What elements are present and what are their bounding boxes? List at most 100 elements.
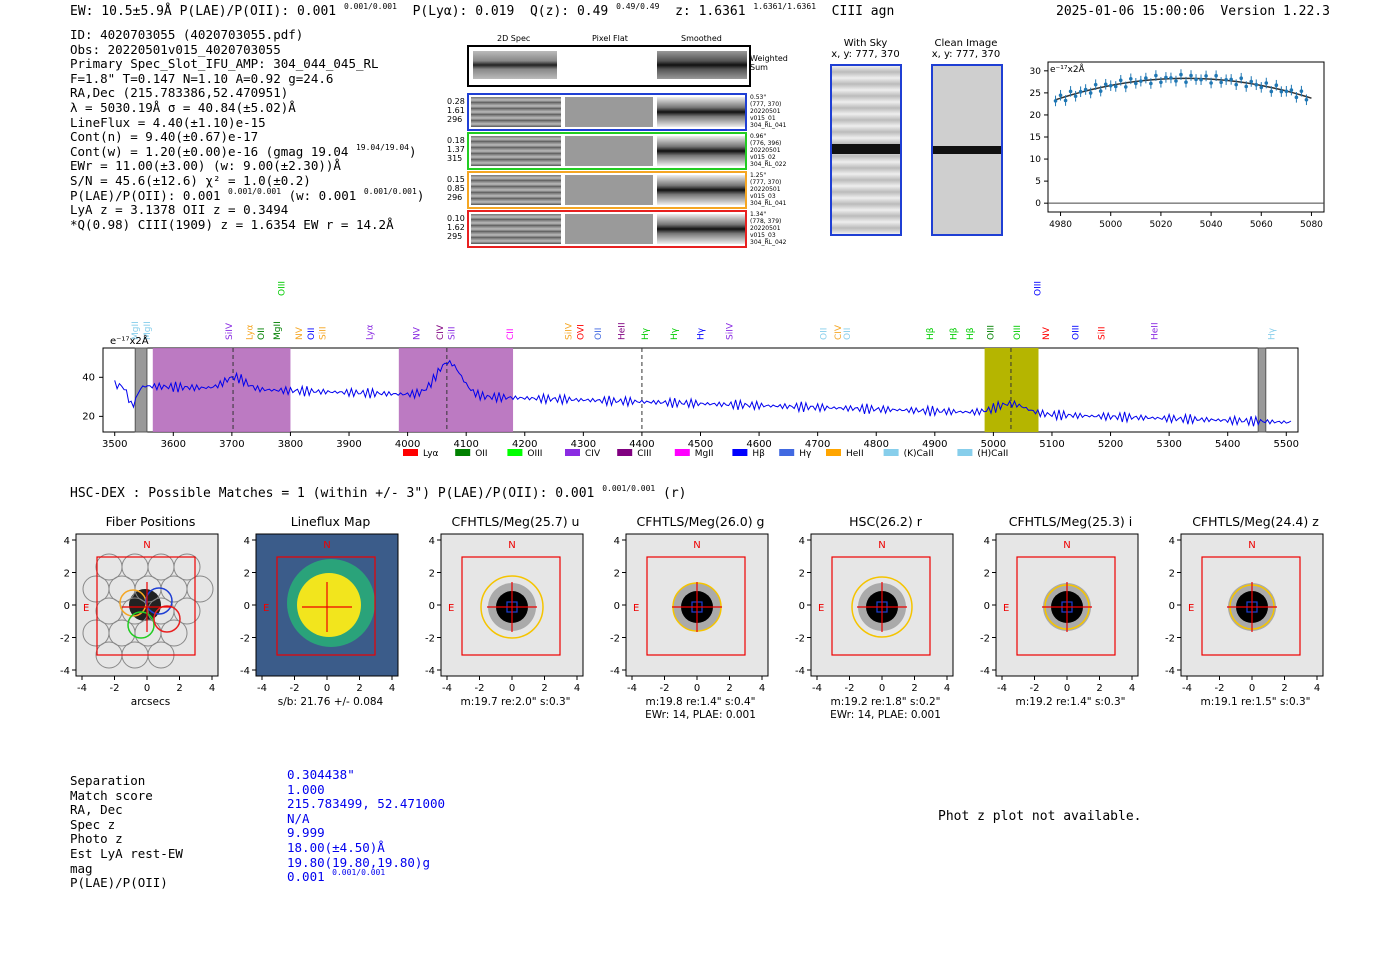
- legend-swatch: [617, 449, 633, 456]
- info-contw: Cont(w) = 1.20(±0.00)e-16 (gmag 19.04 19…: [70, 142, 417, 159]
- zoom-point: [1279, 89, 1284, 94]
- line-label: SiII: [1098, 326, 1108, 340]
- info-id: ID: 4020703055 (4020703055.pdf): [70, 27, 304, 42]
- zoom-point: [1214, 73, 1218, 78]
- cutout-image: N E -4 -4 -2 -2 0 0 2 2 4 4: [1165, 533, 1324, 694]
- zoom-point: [1224, 77, 1228, 82]
- cutout-y-tick-label: -4: [795, 666, 805, 677]
- cutout-y-tick-label: 2: [429, 569, 435, 580]
- spec2d-raw: [471, 175, 561, 205]
- summary-frac: 0.001/0.001: [343, 2, 397, 11]
- aperture-circle: [851, 576, 913, 638]
- info-obs: Obs: 20220501v015_4020703055: [70, 41, 281, 57]
- info-primary: Primary Spec_Slot_IFU_AMP: 304_044_045_R…: [70, 56, 379, 72]
- legend-label: OII: [475, 449, 487, 459]
- zoom-y-tick-label: 25: [1030, 89, 1041, 99]
- line-label: Lyα: [365, 324, 375, 340]
- zoom-point: [1189, 73, 1193, 78]
- xmatch-value: 18.00(±4.50)Å: [287, 839, 385, 855]
- spectrum-x-tick-label: 4900: [922, 439, 947, 450]
- cutout-x-tick-label: 4: [1314, 683, 1320, 694]
- line-label: OII: [257, 328, 267, 340]
- spec2d-row: [467, 171, 747, 209]
- cutout-x-tick-label: 0: [1064, 683, 1070, 694]
- zoom-point: [1159, 80, 1163, 85]
- cutout-caption: m:19.7 re:2.0" s:0.3": [460, 696, 571, 708]
- legend-swatch: [674, 449, 690, 456]
- spectrum-x-tick-label: 4400: [629, 439, 654, 450]
- spec2d-note: 304_RL_041: [750, 200, 787, 207]
- info-sn: S/N = 45.6(±12.6) χ² = 1.0(±0.2): [70, 172, 311, 188]
- spec2d-smoothed: [657, 214, 745, 244]
- search-box: [276, 556, 376, 656]
- zoom-point: [1118, 78, 1123, 83]
- line-label: OIII: [1033, 281, 1043, 296]
- north-label: N: [143, 540, 150, 551]
- weighted-sum-label: Weighted Sum: [750, 54, 788, 72]
- cutout-x-tick-label: -2: [1215, 683, 1225, 694]
- cutout-y-tick-label: 0: [799, 601, 805, 612]
- spectrum-x-tick-label: 3600: [161, 439, 186, 450]
- zoom-unit: e⁻¹⁷x2Å: [1050, 63, 1086, 75]
- weighted-sum-smooth: [657, 51, 747, 79]
- zoom-point: [1239, 76, 1243, 81]
- spec2d-stat: 296: [447, 115, 463, 124]
- spec2d-note: 0.96": [750, 133, 767, 140]
- spec2d-col-header: 2D Spec: [497, 34, 531, 43]
- cutout-x-tick-label: -2: [475, 683, 485, 694]
- cutout-y-tick-label: 4: [244, 536, 250, 547]
- line-label: NV: [1042, 326, 1052, 340]
- zoom-y-tick-label: 15: [1030, 133, 1041, 143]
- zoom-point: [1304, 97, 1309, 102]
- line-label: OIII: [986, 325, 996, 340]
- xmatch-label: P(LAE)/P(OII): [70, 875, 168, 891]
- fiber-circle: [160, 619, 188, 647]
- north-label: N: [508, 540, 515, 551]
- zoom-y-tick-label: 0: [1035, 199, 1041, 209]
- line-label: SiIV: [726, 322, 736, 340]
- cutout-title: CFHTLS/Meg(25.7) u: [451, 514, 580, 529]
- info-lambda: λ = 5030.19Å σ = 40.84(±5.02)Å: [70, 99, 296, 115]
- east-label: E: [1188, 603, 1194, 614]
- spec2d-stat: 1.61: [447, 106, 465, 115]
- cutout-caption: m:19.2 re:1.8" s:0.2": [830, 696, 941, 708]
- spec2d-stat: 0.85: [447, 184, 465, 193]
- legend-swatch: [565, 449, 580, 456]
- xmatch-label: Spec z: [70, 816, 116, 832]
- spec2d-stat: 1.37: [447, 145, 465, 154]
- cutout-x-tick-label: -2: [290, 683, 300, 694]
- xmatch-value: 215.783499, 52.471000: [287, 796, 446, 812]
- legend-swatch: [883, 449, 899, 456]
- zoom-point: [1154, 73, 1158, 78]
- xmatch-label: mag: [70, 860, 93, 876]
- line-label: SiIV: [565, 322, 575, 340]
- cutout-x-tick-label: -4: [627, 683, 637, 694]
- cutout-title: Lineflux Map: [290, 514, 371, 529]
- cutout-caption: m:19.2 re:1.4" s:0.3": [1015, 696, 1126, 708]
- east-label: E: [818, 603, 824, 614]
- zoom-point: [1254, 82, 1259, 87]
- zoom-point: [1149, 81, 1153, 86]
- spec2d-stat: 0.18: [447, 136, 465, 145]
- zoom-point: [1088, 91, 1093, 95]
- cutout-x-tick-label: -4: [77, 683, 87, 694]
- zoom-point: [1113, 84, 1118, 89]
- cutout-x-tick-label: 2: [726, 683, 732, 694]
- line-label: NV: [412, 326, 422, 340]
- full-spectrum-unit: e⁻¹⁷x2Å: [110, 334, 149, 347]
- legend-swatch: [732, 449, 748, 456]
- cutout-y-tick-label: 4: [984, 536, 990, 547]
- spectrum-x-tick-label: 3700: [219, 439, 244, 450]
- spec2d-stat: 296: [447, 193, 463, 202]
- with-sky-image: [830, 64, 902, 236]
- cutout-x-tick-label: -2: [110, 683, 120, 694]
- pixel-flat: [565, 214, 653, 244]
- zoom-data: [1048, 69, 1324, 204]
- cutout-y-tick-label: 4: [799, 536, 805, 547]
- north-label: N: [1248, 540, 1255, 551]
- north-label: N: [323, 540, 330, 551]
- spectrum-x-tick-label: 4000: [395, 439, 420, 450]
- cutout-x-tick-label: 0: [144, 683, 150, 694]
- spec2d-stat: 315: [447, 154, 463, 163]
- cutout-x-tick-label: -4: [1182, 683, 1192, 694]
